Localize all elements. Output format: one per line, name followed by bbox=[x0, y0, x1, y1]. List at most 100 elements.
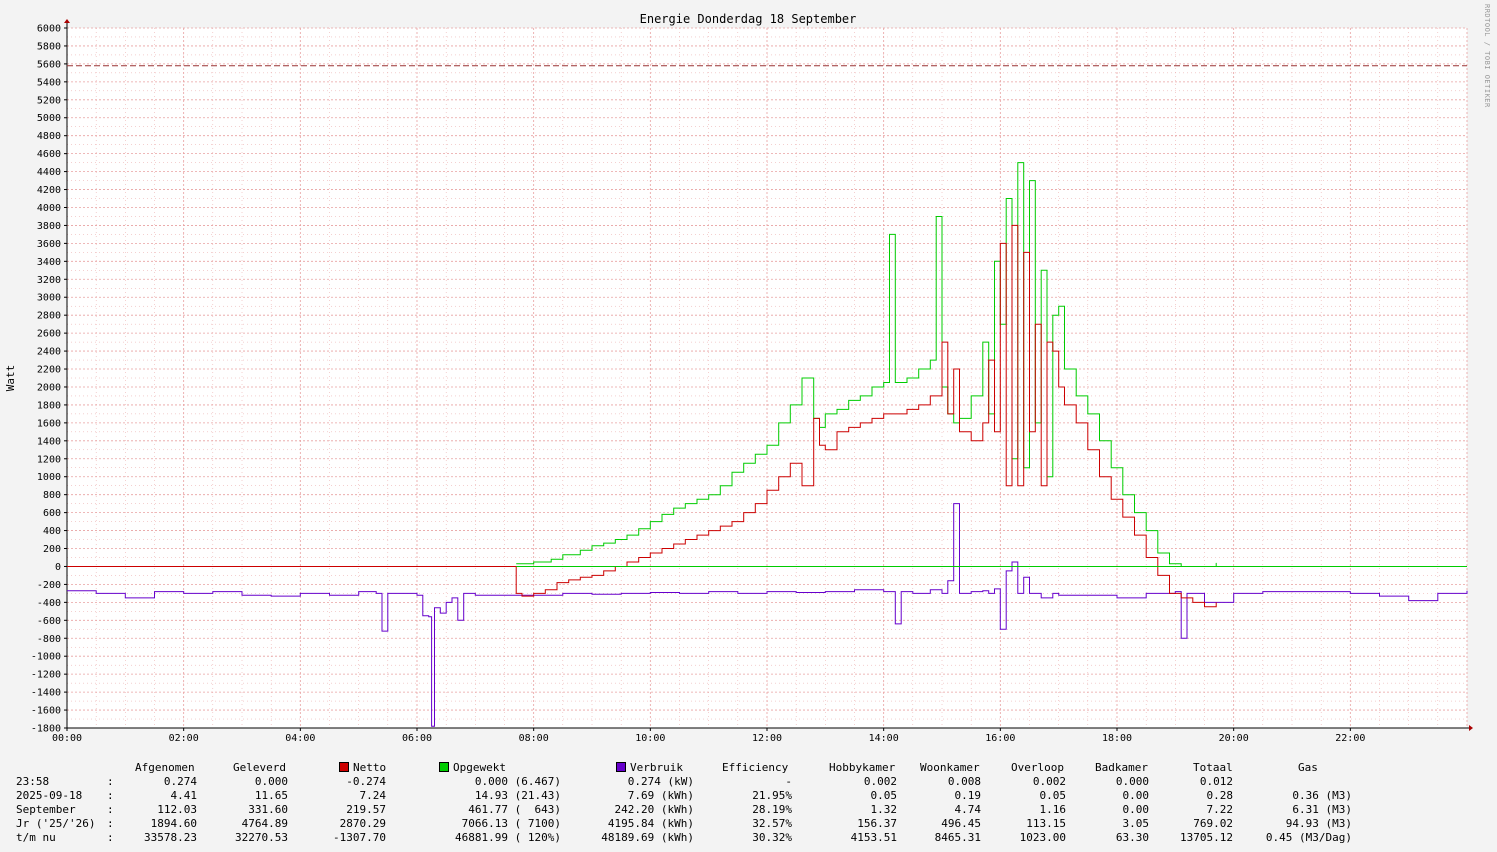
y-tick-label: 3200 bbox=[37, 275, 61, 286]
table-cell: 1023.00 bbox=[1019, 831, 1066, 844]
x-tick-label: 18:00 bbox=[1102, 733, 1132, 744]
legend-swatch bbox=[439, 762, 449, 772]
table-cell: 4153.51 bbox=[850, 831, 897, 844]
table-header: Netto bbox=[339, 761, 386, 775]
x-tick-label: 22:00 bbox=[1335, 733, 1365, 744]
table-header: Opgewekt bbox=[439, 761, 506, 775]
table-cell: 7066.13 ( 7100) bbox=[461, 817, 561, 830]
y-tick-label: 3600 bbox=[37, 239, 61, 250]
y-tick-label: 4200 bbox=[37, 185, 61, 196]
table-header-label: Opgewekt bbox=[453, 761, 506, 774]
y-tick-label: -800 bbox=[37, 634, 61, 645]
row-label: 2025-09-18 bbox=[16, 789, 83, 802]
y-axis-label: Watt bbox=[4, 365, 17, 392]
table-cell: 6.31 (M3) bbox=[1292, 803, 1352, 816]
table-cell: 4.74 bbox=[954, 803, 982, 816]
x-tick-label: 04:00 bbox=[285, 733, 315, 744]
table-cell: 4764.89 bbox=[241, 817, 288, 830]
series-line-netto bbox=[67, 224, 1217, 608]
table-cell: 33578.23 bbox=[144, 831, 197, 844]
y-tick-label: -200 bbox=[37, 580, 61, 591]
row-label: t/m nu bbox=[16, 831, 56, 844]
table-cell: 0.002 bbox=[863, 775, 897, 788]
y-tick-label: 1400 bbox=[37, 436, 61, 447]
x-tick-label: 08:00 bbox=[519, 733, 549, 744]
table-header: Hobbykamer bbox=[829, 761, 895, 775]
table-cell: 0.000 bbox=[254, 775, 288, 788]
table-header-label: Badkamer bbox=[1095, 761, 1148, 774]
table-cell: 4195.84 (kWh) bbox=[607, 817, 694, 830]
y-tick-label: 5400 bbox=[37, 77, 61, 88]
x-axis-arrow bbox=[1469, 725, 1473, 731]
table-cell: 113.15 bbox=[1026, 817, 1066, 830]
y-tick-label: 2400 bbox=[37, 347, 61, 358]
y-tick-label: 6000 bbox=[37, 24, 61, 35]
y-tick-label: 600 bbox=[43, 508, 61, 519]
row-separator: : bbox=[107, 803, 114, 816]
table-header: Woonkamer bbox=[920, 761, 980, 775]
y-tick-label: 400 bbox=[43, 526, 61, 537]
table-header-label: Netto bbox=[353, 761, 387, 774]
table-cell: 30.32% bbox=[752, 831, 792, 844]
table-header: Totaal bbox=[1193, 761, 1233, 775]
table-cell: 4.41 bbox=[170, 789, 198, 802]
table-cell: 8465.31 bbox=[934, 831, 981, 844]
table-header-label: Hobbykamer bbox=[829, 761, 896, 774]
table-cell: 242.20 (kWh) bbox=[614, 803, 694, 816]
y-tick-label: 3000 bbox=[37, 293, 61, 304]
table-cell: 0.012 bbox=[1199, 775, 1233, 788]
table-cell: 32.57% bbox=[752, 817, 792, 830]
x-tick-label: 20:00 bbox=[1219, 733, 1249, 744]
x-tick-label: 16:00 bbox=[985, 733, 1015, 744]
table-cell: 2870.29 bbox=[339, 817, 386, 830]
y-tick-label: -1800 bbox=[31, 724, 61, 735]
table-header: Verbruik bbox=[616, 761, 683, 775]
table-header-label: Efficiency bbox=[722, 761, 789, 774]
y-tick-label: 3800 bbox=[37, 221, 61, 232]
table-cell: 219.57 bbox=[346, 803, 386, 816]
y-tick-label: 4600 bbox=[37, 149, 61, 160]
series-layer bbox=[67, 162, 1468, 727]
table-cell: 0.00 bbox=[1122, 803, 1150, 816]
table-cell: 0.274 (kW) bbox=[627, 775, 694, 788]
row-separator: : bbox=[107, 775, 114, 788]
table-cell: 769.02 bbox=[1193, 817, 1233, 830]
table-cell: -1307.70 bbox=[333, 831, 386, 844]
table-header: Efficiency bbox=[722, 761, 788, 775]
row-separator: : bbox=[107, 789, 114, 802]
y-tick-label: 1800 bbox=[37, 400, 61, 411]
table-cell: 1894.60 bbox=[150, 817, 197, 830]
table-cell: - bbox=[785, 775, 792, 788]
y-tick-label: 3400 bbox=[37, 257, 61, 268]
row-separator: : bbox=[107, 831, 114, 844]
y-tick-label: 5000 bbox=[37, 113, 61, 124]
chart-title: Energie Donderdag 18 September bbox=[640, 12, 857, 26]
y-tick-label: 800 bbox=[43, 490, 61, 501]
table-cell: 0.000 (6.467) bbox=[474, 775, 561, 788]
rrdtool-credit: RRDTOOL / TOBI OETIKER bbox=[1483, 4, 1491, 108]
row-label: Jr ('25/'26) bbox=[16, 817, 96, 830]
table-cell: 0.274 bbox=[163, 775, 197, 788]
y-tick-label: -1400 bbox=[31, 688, 61, 699]
x-tick-label: 06:00 bbox=[402, 733, 432, 744]
table-header-label: Afgenomen bbox=[135, 761, 195, 774]
y-tick-label: 1000 bbox=[37, 472, 61, 483]
series-line-verbruik bbox=[67, 503, 1468, 727]
y-tick-label: 1200 bbox=[37, 454, 61, 465]
table-cell: 7.22 bbox=[1206, 803, 1234, 816]
table-cell: 0.05 bbox=[1039, 789, 1067, 802]
y-tick-label: 4400 bbox=[37, 167, 61, 178]
table-cell: 21.95% bbox=[752, 789, 792, 802]
table-cell: 0.45 (M3/Dag) bbox=[1265, 831, 1352, 844]
y-tick-label: 4000 bbox=[37, 203, 61, 214]
table-header-label: Totaal bbox=[1193, 761, 1233, 774]
table-cell: 63.30 bbox=[1115, 831, 1149, 844]
table-header-label: Overloop bbox=[1011, 761, 1064, 774]
table-cell: 1.32 bbox=[870, 803, 898, 816]
table-cell: 32270.53 bbox=[235, 831, 288, 844]
table-cell: 94.93 (M3) bbox=[1285, 817, 1352, 830]
row-separator: : bbox=[107, 817, 114, 830]
x-tick-label: 00:00 bbox=[52, 733, 82, 744]
table-cell: 0.19 bbox=[954, 789, 982, 802]
table-cell: -0.274 bbox=[346, 775, 386, 788]
